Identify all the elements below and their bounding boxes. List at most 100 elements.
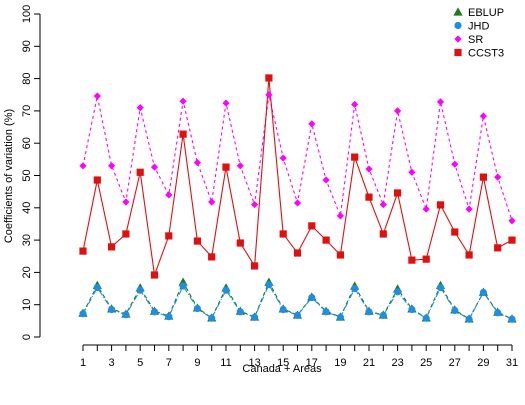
marker — [150, 271, 159, 279]
marker — [408, 305, 416, 314]
x-tick-label: 27 — [449, 357, 461, 369]
legend-label: SR — [468, 34, 483, 46]
marker — [208, 314, 216, 322]
y-tick-label: 20 — [21, 266, 33, 278]
marker — [479, 288, 487, 297]
y-tick-label: 40 — [21, 202, 33, 214]
marker — [179, 282, 187, 290]
y-tick-label: 50 — [21, 169, 33, 181]
marker — [379, 230, 387, 238]
marker — [494, 173, 502, 181]
marker — [293, 249, 302, 257]
series-line — [82, 77, 513, 276]
x-tick-label: 9 — [194, 357, 200, 369]
marker — [208, 198, 216, 206]
y-tick-label: 0 — [21, 334, 33, 340]
marker — [336, 251, 344, 259]
marker — [236, 239, 244, 247]
marker — [454, 21, 462, 30]
marker — [365, 165, 373, 173]
marker — [365, 193, 373, 201]
x-tick-label: 15 — [277, 357, 289, 369]
marker — [436, 201, 445, 209]
marker — [93, 92, 101, 100]
y-tick-label: 80 — [21, 72, 33, 84]
y-axis-label: Coefficients of variation (%) — [3, 109, 15, 243]
marker — [508, 236, 516, 244]
marker — [451, 228, 459, 236]
marker — [279, 230, 287, 238]
marker — [479, 173, 487, 181]
y-tick-label: 100 — [21, 5, 33, 23]
marker — [351, 153, 359, 161]
marker — [136, 286, 144, 294]
marker — [193, 158, 201, 167]
marker — [508, 315, 516, 323]
y-tick-label: 10 — [21, 299, 33, 311]
x-tick-label: 1 — [80, 357, 86, 369]
marker — [93, 176, 101, 184]
x-tick-label: 7 — [166, 357, 172, 369]
marker — [236, 162, 244, 170]
marker — [494, 309, 502, 317]
marker — [150, 308, 159, 316]
marker — [465, 315, 473, 323]
marker — [494, 244, 502, 252]
marker — [436, 98, 445, 106]
marker — [308, 120, 316, 128]
marker — [422, 205, 430, 213]
marker — [322, 176, 330, 184]
marker — [265, 281, 273, 289]
x-tick-label: 19 — [334, 357, 346, 369]
marker — [508, 217, 516, 225]
marker — [336, 212, 344, 220]
marker — [222, 286, 230, 294]
marker — [379, 200, 387, 209]
marker — [365, 308, 373, 316]
marker — [394, 107, 402, 115]
x-axis-label: Canada + Areas — [242, 363, 322, 375]
marker — [436, 283, 445, 292]
marker — [336, 313, 344, 321]
marker — [193, 237, 201, 245]
marker — [251, 200, 259, 209]
marker — [251, 313, 259, 321]
marker — [265, 74, 273, 82]
x-tick-label: 25 — [420, 357, 432, 369]
marker — [108, 162, 116, 170]
marker — [408, 256, 416, 264]
marker — [79, 247, 87, 255]
marker — [108, 305, 116, 314]
y-tick-label: 60 — [21, 137, 33, 149]
marker — [279, 154, 287, 162]
y-tick-label: 90 — [21, 40, 33, 52]
marker — [451, 160, 459, 168]
marker — [150, 163, 159, 171]
x-tick-label: 11 — [220, 357, 231, 369]
marker — [379, 311, 387, 319]
marker — [465, 251, 473, 259]
marker — [479, 112, 487, 120]
marker — [454, 35, 462, 43]
legend-label: CCST3 — [468, 48, 504, 60]
legend-label: EBLUP — [468, 7, 504, 19]
marker — [165, 232, 173, 240]
marker — [451, 306, 459, 315]
marker — [279, 305, 287, 314]
marker — [454, 48, 462, 57]
y-tick-label: 30 — [21, 234, 33, 246]
marker — [122, 230, 130, 238]
marker — [322, 308, 330, 316]
marker — [351, 284, 359, 293]
marker — [265, 91, 273, 99]
marker — [422, 255, 430, 263]
marker — [408, 168, 416, 176]
marker — [251, 262, 259, 270]
x-tick-label: 23 — [391, 357, 403, 369]
marker — [179, 97, 187, 105]
marker — [122, 311, 130, 319]
marker — [308, 293, 316, 302]
marker — [79, 310, 87, 318]
marker — [322, 236, 330, 244]
